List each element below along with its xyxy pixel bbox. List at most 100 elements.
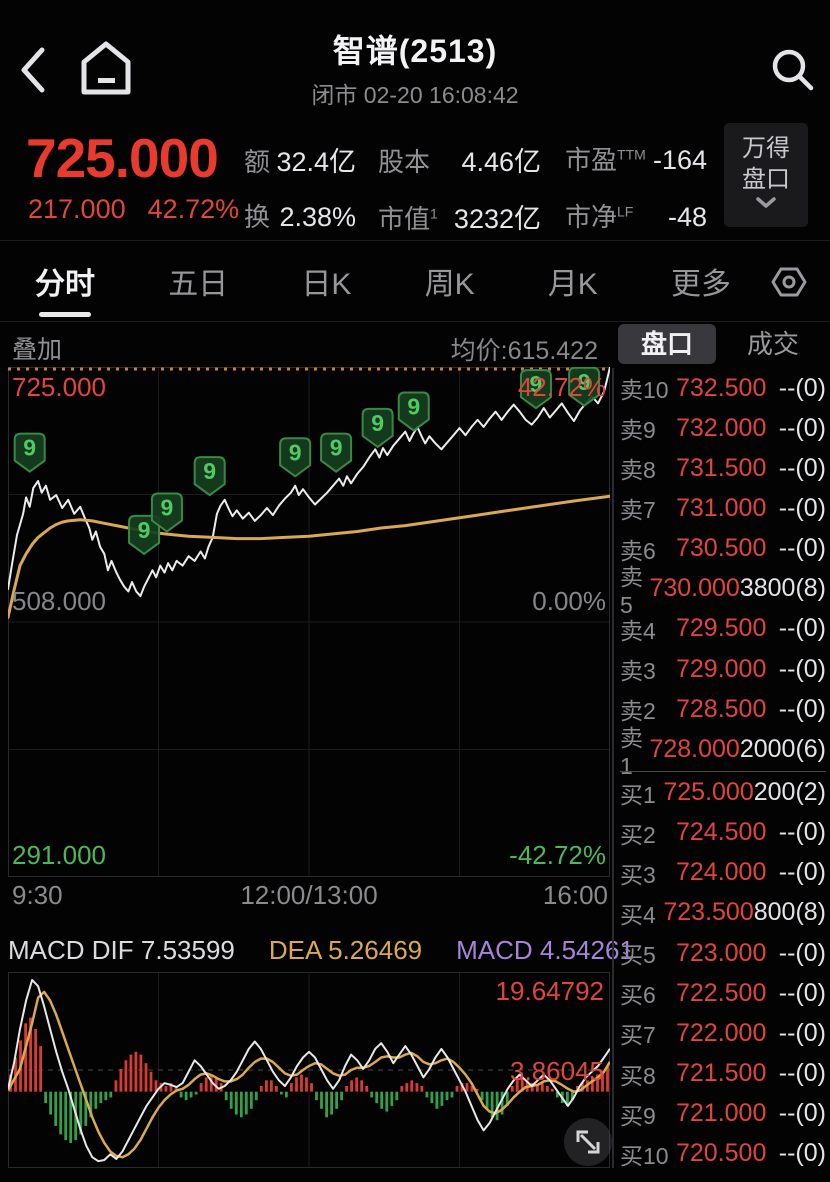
home-button[interactable]: [78, 40, 134, 98]
orderbook-volume: --(0): [778, 978, 826, 1007]
stat-label: 市净LF: [565, 202, 634, 232]
buy-signal-badge: 9: [568, 367, 601, 408]
wind-button-line2: 盘口: [742, 166, 790, 193]
back-button[interactable]: [14, 44, 54, 96]
orderbook-volume: --(0): [778, 493, 826, 522]
svg-text:9: 9: [203, 458, 216, 484]
orderbook-row-卖2[interactable]: 卖2 728.500 --(0): [620, 689, 826, 729]
search-button[interactable]: [766, 44, 818, 96]
time-tick-noon: 12:00/13:00: [240, 880, 378, 910]
orderbook-volume: --(0): [778, 614, 826, 643]
stat-label: 股本: [378, 147, 431, 177]
home-icon: [81, 41, 131, 95]
chevron-down-icon: [756, 197, 776, 208]
orderbook-level-label: 买10: [620, 1142, 669, 1169]
stat-label: 换: [244, 202, 271, 232]
orderbook-level-label: 卖10: [620, 377, 669, 404]
orderbook-price: 723.500: [663, 898, 754, 927]
orderbook-row-卖8[interactable]: 卖8 731.500 --(0): [620, 448, 826, 488]
search-icon: [772, 49, 806, 83]
orderbook-row-卖5[interactable]: 卖5 730.000 3800(8): [620, 564, 826, 618]
hexagon-settings-icon: [771, 267, 807, 297]
overlay-button[interactable]: 叠加: [12, 336, 63, 364]
svg-text:9: 9: [578, 369, 591, 395]
expand-chart-button[interactable]: [564, 1118, 612, 1166]
page-title: 智谱(2513): [332, 33, 498, 69]
orderbook-level-label: 买6: [620, 982, 656, 1009]
stat-额: 额 32.4亿: [244, 140, 356, 177]
orderbook-row-卖10[interactable]: 卖10 732.500 --(0): [620, 368, 826, 408]
orderbook-row-卖1[interactable]: 卖1 728.000 2000(6): [620, 725, 826, 779]
tab-月K[interactable]: 月K: [547, 268, 598, 301]
time-axis: 9:30 12:00/13:00 16:00: [8, 880, 610, 912]
orderbook-level-label: 买2: [620, 821, 656, 848]
orderbook-row-买9[interactable]: 买9 721.000 --(0): [620, 1094, 826, 1134]
orderbook-volume: 2000(6): [739, 734, 826, 763]
macd-chart-canvas: [6, 972, 612, 1168]
orderbook-row-卖7[interactable]: 卖7 731.000 --(0): [620, 488, 826, 528]
tab-周K[interactable]: 周K: [424, 268, 475, 301]
quote-panel: 725.000 217.000 42.72% 额 32.4亿 股本 4.46亿 市盈TTM…: [0, 118, 830, 240]
orderbook-volume: --(0): [778, 694, 826, 723]
wind-orderbook-button[interactable]: 万得 盘口: [724, 123, 808, 227]
orderbook-level-label: 买3: [620, 861, 656, 888]
svg-text:9: 9: [138, 517, 151, 543]
tab-trades[interactable]: 成交: [746, 329, 799, 359]
chart-subheader: 叠加 均价:615.422 盘口 成交: [0, 322, 830, 368]
orderbook-row-卖9[interactable]: 卖9 732.000 --(0): [620, 408, 826, 448]
stat-value: -48: [667, 202, 707, 232]
chart-settings-button[interactable]: [770, 263, 808, 301]
orderbook-price: 730.500: [676, 534, 767, 563]
orderbook-row-买8[interactable]: 买8 721.500 --(0): [620, 1053, 826, 1093]
orderbook-level-label: 卖5: [620, 564, 643, 619]
orderbook-row-卖4[interactable]: 卖4 729.500 --(0): [620, 609, 826, 649]
orderbook-volume: --(0): [778, 938, 826, 967]
macd-header-item: MACD 4.54261: [456, 934, 634, 965]
orderbook-row-买2[interactable]: 买2 724.500 --(0): [620, 813, 826, 853]
orderbook-volume: --(0): [778, 1018, 826, 1047]
tab-orderbook[interactable]: 盘口: [618, 324, 716, 364]
orderbook-price: 732.500: [676, 373, 767, 402]
price-line: [8, 367, 610, 598]
orderbook-level-label: 卖3: [620, 658, 656, 685]
wind-button-line1: 万得: [742, 135, 790, 162]
orderbook-level-label: 买7: [620, 1022, 656, 1049]
orderbook-row-买6[interactable]: 买6 722.500 --(0): [620, 973, 826, 1013]
orderbook-row-卖3[interactable]: 卖3 729.000 --(0): [620, 649, 826, 689]
time-tick-close: 16:00: [542, 880, 608, 910]
orderbook-row-买5[interactable]: 买5 723.000 --(0): [620, 933, 826, 973]
orderbook-volume: --(0): [778, 858, 826, 887]
orderbook-row-买4[interactable]: 买4 723.500 800(8): [620, 893, 826, 933]
orderbook-volume: 3800(8): [739, 574, 826, 603]
orderbook-row-买7[interactable]: 买7 722.000 --(0): [620, 1013, 826, 1053]
orderbook-row-买3[interactable]: 买3 724.000 --(0): [620, 853, 826, 893]
orderbook-volume: --(0): [778, 654, 826, 683]
tab-更多[interactable]: 更多: [670, 268, 731, 301]
orderbook-row-买10[interactable]: 买10 720.500 --(0): [620, 1134, 826, 1174]
tab-五日[interactable]: 五日: [168, 268, 229, 301]
stat-value: 4.46亿: [461, 147, 541, 177]
avg_price-line: [8, 494, 610, 619]
orderbook-price: 732.000: [676, 413, 767, 442]
orderbook-price: 724.500: [676, 818, 767, 847]
orderbook-volume: --(0): [778, 1059, 826, 1088]
chevron-left-icon: [21, 47, 45, 93]
buy-signal-badge: 9: [320, 432, 353, 473]
tab-分时[interactable]: 分时: [33, 245, 97, 317]
macd-max-label: 19.64792: [495, 976, 604, 1006]
buy-signal-badge: 9: [13, 432, 46, 473]
period-tabs: 分时 五日 日K 周K 月K 更多: [33, 241, 733, 321]
orderbook-price: 730.000: [649, 574, 740, 603]
orderbook-row-卖6[interactable]: 卖6 730.500 --(0): [620, 529, 826, 569]
expand-arrows-icon: [576, 1130, 600, 1154]
svg-text:9: 9: [289, 439, 302, 465]
macd-chart[interactable]: 19.64792 3.86045: [6, 972, 612, 1168]
tab-日K[interactable]: 日K: [301, 268, 352, 301]
orderbook-row-买1[interactable]: 买1 725.000 200(2): [620, 773, 826, 813]
orderbook-volume: --(0): [778, 373, 826, 402]
orderbook-price: 720.500: [676, 1139, 767, 1168]
price-change-row: 217.000 42.72%: [28, 194, 261, 225]
orderbook-volume: --(0): [778, 1139, 826, 1168]
macd-mid-label: 3.86045: [510, 1056, 604, 1086]
